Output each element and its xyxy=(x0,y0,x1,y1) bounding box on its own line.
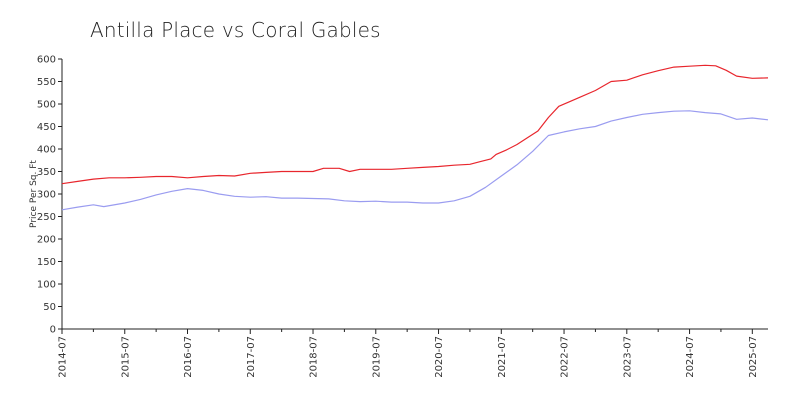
x-tick-label: 2022-07 xyxy=(560,336,571,378)
y-tick-label: 0 xyxy=(50,325,56,336)
y-tick-label: 50 xyxy=(43,302,56,313)
x-tick-label: 2016-07 xyxy=(183,336,194,378)
x-tick-label: 2015-07 xyxy=(120,336,131,378)
y-tick-label: 450 xyxy=(37,122,56,133)
axes xyxy=(61,59,768,330)
x-tick-label: 2024-07 xyxy=(685,336,696,378)
y-tick-label: 100 xyxy=(37,280,56,291)
x-tick-label: 2025-07 xyxy=(748,336,759,378)
y-tick-label: 300 xyxy=(37,190,56,201)
chart-title: Antilla Place vs Coral Gables xyxy=(90,18,381,42)
x-tick-label: 2019-07 xyxy=(371,336,382,378)
series-line-1 xyxy=(61,64,769,185)
y-tick-label: 250 xyxy=(37,212,56,223)
x-axis-ticks: 2014-07 2015-07 2016-07 2017-07 2018-07 2019-… xyxy=(58,329,759,378)
x-tick-label: 2020-07 xyxy=(434,336,445,378)
series-line-2 xyxy=(61,110,769,211)
y-tick-label: 500 xyxy=(37,100,56,111)
x-tick-label: 2014-07 xyxy=(58,336,69,378)
x-tick-label: 2017-07 xyxy=(246,336,257,378)
y-tick-label: 550 xyxy=(37,77,56,88)
y-tick-label: 400 xyxy=(37,145,56,156)
y-axis-ticks: 0 50 100 150 200 250 300 350 400 450 500 550 600 xyxy=(37,55,62,336)
y-tick-label: 200 xyxy=(37,235,56,246)
x-tick-label: 2023-07 xyxy=(622,336,633,378)
y-tick-label: 150 xyxy=(37,257,56,268)
x-tick-label: 2021-07 xyxy=(497,336,508,378)
x-tick-label: 2018-07 xyxy=(309,336,320,378)
series-layer xyxy=(61,64,769,211)
y-tick-label: 350 xyxy=(37,167,56,178)
y-tick-label: 600 xyxy=(37,55,56,66)
y-axis-label: Price Per Sq. Ft xyxy=(29,160,39,228)
